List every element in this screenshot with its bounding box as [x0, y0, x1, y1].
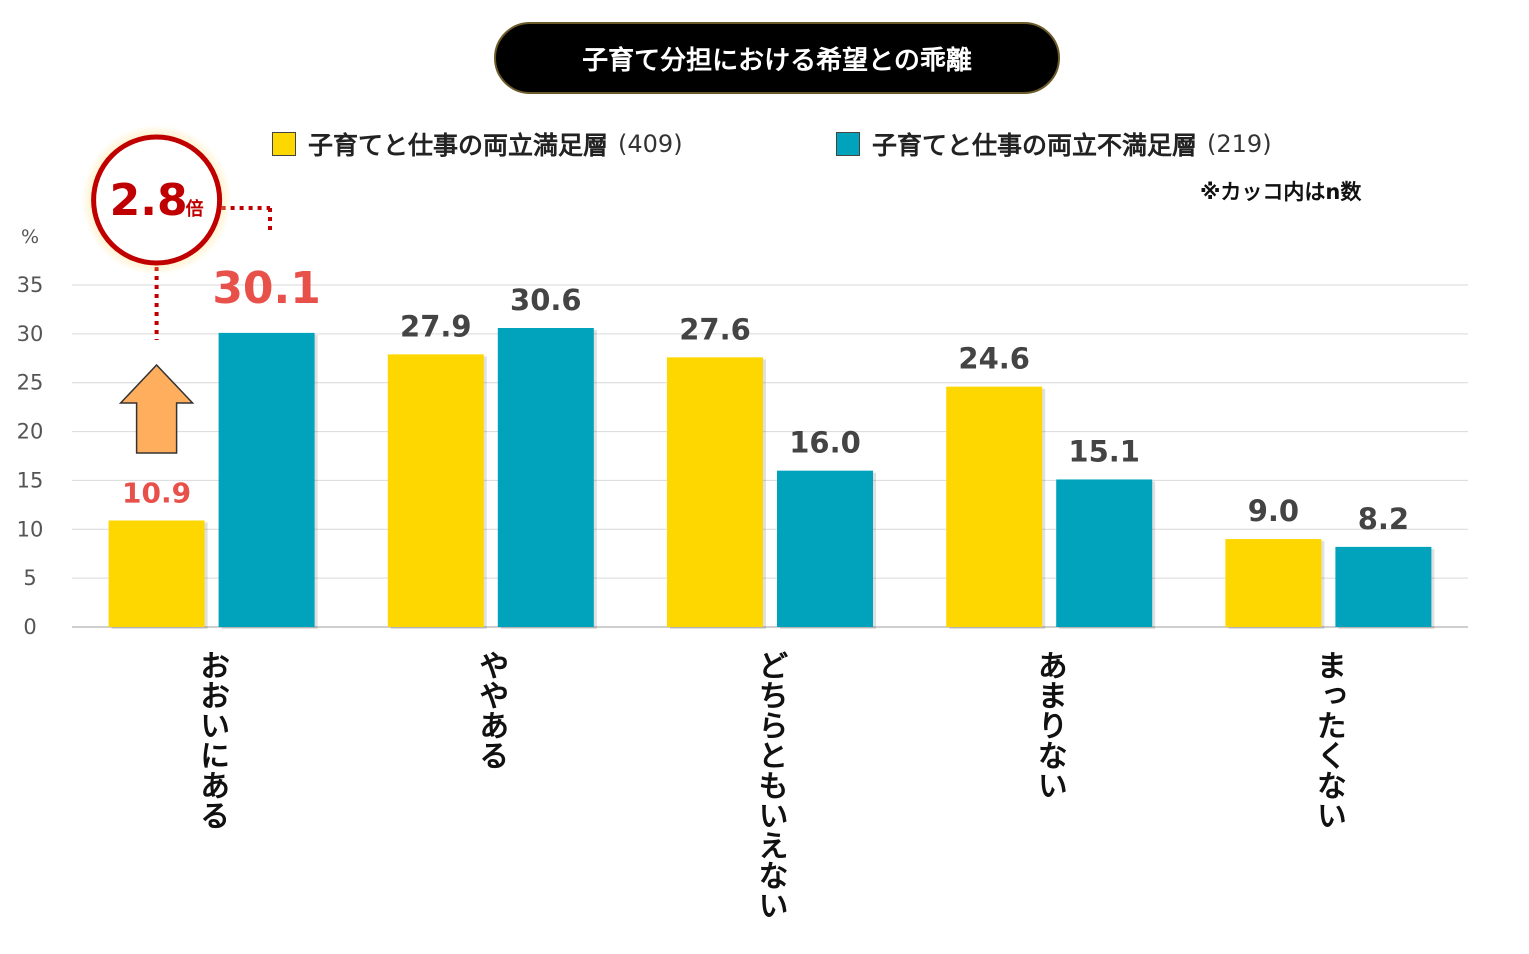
- y-tick-label: 35: [17, 273, 44, 297]
- legend-item-dissatisfied: 子育てと仕事の両立不満足層 (219): [836, 126, 1272, 162]
- legend-label-satisfied: 子育てと仕事の両立満足層: [308, 131, 609, 160]
- value-label: 9.0: [1248, 494, 1299, 528]
- y-tick-label: 30: [17, 322, 44, 346]
- legend-item-satisfied: 子育てと仕事の両立満足層 (409): [272, 126, 683, 162]
- y-tick-label: 0: [23, 615, 36, 639]
- legend-label-dissatisfied: 子育てと仕事の両立不満足層: [872, 131, 1198, 160]
- value-label: 10.9: [122, 476, 191, 509]
- value-label: 30.1: [212, 263, 321, 314]
- bar-dissatisfied: [497, 327, 594, 627]
- value-label: 24.6: [958, 342, 1030, 376]
- up-arrow-icon: [118, 363, 195, 454]
- value-label: 8.2: [1358, 502, 1409, 536]
- bar-satisfied: [108, 520, 205, 627]
- value-label: 27.6: [679, 312, 751, 346]
- bar-satisfied: [1225, 539, 1322, 627]
- x-axis: おおいにある ややある どちらともいえない あまりない まったくない: [194, 650, 1346, 920]
- value-labels: 10.9 30.1 27.9 30.6 27.6 16.0 24.6 15.1 9.0 8.2: [122, 263, 1409, 536]
- legend-n-satisfied: (409): [618, 130, 683, 158]
- legend-swatch-satisfied: [272, 132, 296, 156]
- value-label: 16.0: [789, 426, 861, 460]
- callout-unit: 倍: [186, 198, 204, 220]
- y-tick-label: 20: [17, 420, 44, 444]
- bar-dissatisfied: [218, 332, 315, 627]
- value-label: 15.1: [1068, 434, 1140, 468]
- y-tick-label: 10: [17, 517, 44, 541]
- sample-size-note: ※カッコ内はn数: [1200, 180, 1362, 204]
- y-tick-label: 25: [17, 371, 44, 395]
- annotations: 2.8倍: [81, 125, 272, 454]
- bar-satisfied: [946, 386, 1043, 627]
- callout-circle: [91, 134, 223, 266]
- x-category-label: ややある: [473, 650, 508, 770]
- bar-dissatisfied: [1335, 546, 1432, 627]
- y-tick-label: 15: [17, 468, 44, 492]
- bars: [108, 327, 1435, 629]
- x-category-label: おおいにある: [194, 650, 229, 830]
- bar-satisfied: [387, 354, 484, 627]
- y-axis-unit: %: [21, 226, 39, 248]
- legend-swatch-dissatisfied: [836, 132, 860, 156]
- x-category-label: あまりない: [1032, 650, 1067, 800]
- chart-title: 子育て分担における希望との乖離: [494, 22, 1060, 94]
- bar-dissatisfied: [1056, 479, 1153, 627]
- x-category-label: どちらともいえない: [753, 650, 788, 920]
- callout-value: 2.8: [110, 175, 188, 226]
- y-axis: 0 5 10 15 20 25 30 35%: [17, 226, 44, 639]
- bar-satisfied: [667, 357, 763, 627]
- legend-n-dissatisfied: (219): [1207, 130, 1272, 158]
- y-tick-label: 5: [23, 566, 36, 590]
- value-label: 30.6: [510, 283, 582, 317]
- value-label: 27.9: [400, 309, 472, 343]
- bar-dissatisfied: [777, 470, 873, 627]
- x-category-label: まったくない: [1311, 650, 1346, 830]
